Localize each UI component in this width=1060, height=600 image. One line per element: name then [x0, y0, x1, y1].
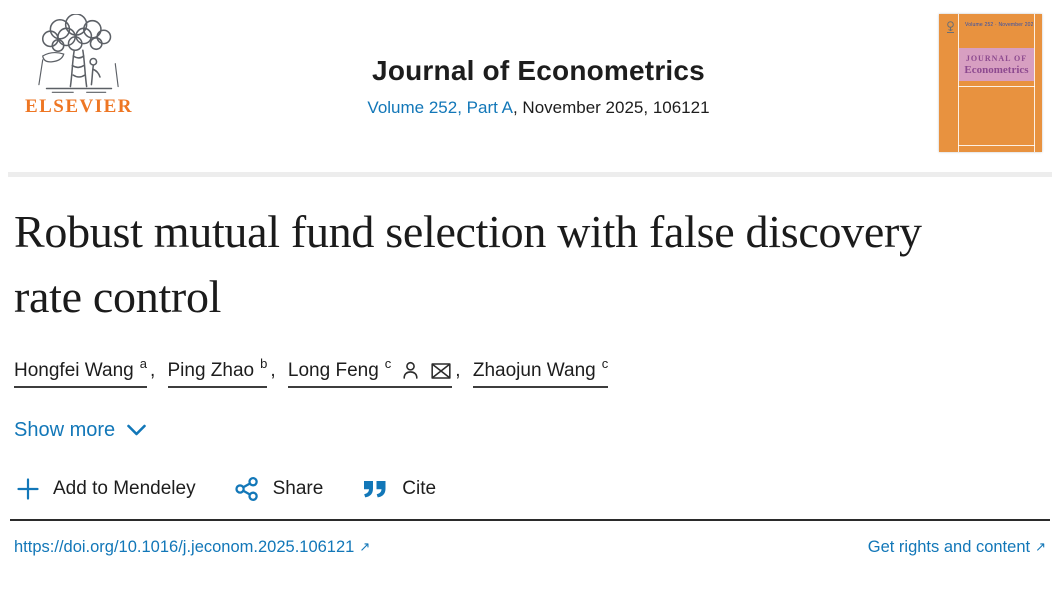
envelope-icon[interactable]: [430, 362, 452, 380]
header-divider: [8, 172, 1052, 177]
author-separator: ,: [270, 359, 276, 381]
cover-rule-left: [958, 14, 959, 152]
author-name: Hongfei Wang: [14, 359, 134, 381]
external-link-icon: ↗: [359, 538, 371, 554]
journal-banner: ELSEVIER Journal of Econometrics Volume …: [0, 0, 1060, 166]
article-toolbar: Add to Mendeley Share Cite: [16, 476, 1046, 502]
article-title: Robust mutual fund selection with false …: [14, 206, 922, 323]
cover-title-box: JOURNAL OF Econometrics: [959, 48, 1034, 81]
person-icon: [400, 360, 421, 381]
chevron-down-icon: [126, 423, 147, 437]
author-name: Zhaojun Wang: [472, 359, 596, 381]
cover-rule-bottom: [958, 145, 1035, 146]
author-name: Ping Zhao: [167, 359, 255, 381]
cover-title-line1: JOURNAL OF: [965, 53, 1028, 63]
volume-link[interactable]: Volume 252, Part A: [367, 98, 513, 117]
journal-meta: Journal of Econometrics Volume 252, Part…: [138, 14, 939, 118]
show-more-label: Show more: [14, 418, 116, 441]
journal-cover-thumbnail[interactable]: Volume 252 · November 2025 · ISSN 0304-4…: [939, 14, 1042, 152]
affiliation-superscript: c: [384, 356, 392, 372]
elsevier-tree-icon: [38, 14, 119, 93]
cover-title-line2: Econometrics: [964, 63, 1029, 76]
issue-date-text: , November 2025, 106121: [512, 98, 710, 117]
show-more-button[interactable]: Show more: [14, 419, 147, 442]
author-separator: ,: [149, 359, 156, 381]
author-separator: ,: [455, 359, 461, 381]
cover-issue-text: Volume 252 · November 2025 · ISSN 0304-4…: [965, 22, 1033, 28]
get-rights-label: Get rights and content: [867, 537, 1031, 556]
author-link-long-feng[interactable]: Long Feng c: [287, 356, 453, 388]
author-link-ping-zhao[interactable]: Ping Zhao b: [167, 356, 268, 388]
links-bar: https://doi.org/10.1016/j.jeconom.2025.1…: [0, 521, 1060, 557]
cite-label: Cite: [402, 477, 437, 499]
share-icon: [234, 476, 260, 502]
cover-rule-mid: [958, 86, 1035, 87]
author-link-hongfei-wang[interactable]: Hongfei Wang a: [14, 356, 147, 388]
plus-icon: [16, 477, 40, 501]
share-label: Share: [272, 477, 324, 499]
journal-title-link[interactable]: Journal of Econometrics: [372, 55, 705, 86]
cite-button[interactable]: Cite: [361, 477, 436, 501]
add-to-mendeley-button[interactable]: Add to Mendeley: [16, 477, 196, 501]
cover-rule-right: [1034, 14, 1035, 152]
author-link-zhaojun-wang[interactable]: Zhaojun Wang c: [472, 356, 609, 388]
quote-cite-icon: [361, 477, 389, 501]
author-name: Long Feng: [287, 359, 379, 381]
doi-link[interactable]: https://doi.org/10.1016/j.jeconom.2025.1…: [14, 538, 370, 557]
elsevier-logo[interactable]: ELSEVIER: [20, 14, 138, 118]
footer-divider: [10, 518, 1050, 521]
affiliation-superscript: c: [601, 356, 609, 372]
share-button[interactable]: Share: [234, 476, 324, 502]
add-to-mendeley-label: Add to Mendeley: [53, 477, 196, 499]
volume-issue-line: Volume 252, Part A, November 2025, 10612…: [138, 98, 939, 118]
author-list: Hongfei Wang a, Ping Zhao b, Long Feng c , …: [14, 356, 1046, 388]
publisher-wordmark: ELSEVIER: [24, 96, 134, 117]
cover-elsevier-mini-icon: [947, 21, 954, 33]
affiliation-superscript: a: [139, 356, 147, 372]
external-link-icon: ↗: [1035, 538, 1046, 554]
doi-text: https://doi.org/10.1016/j.jeconom.2025.1…: [14, 537, 355, 556]
get-rights-link[interactable]: Get rights and content ↗: [868, 538, 1046, 557]
affiliation-superscript: b: [260, 356, 268, 372]
